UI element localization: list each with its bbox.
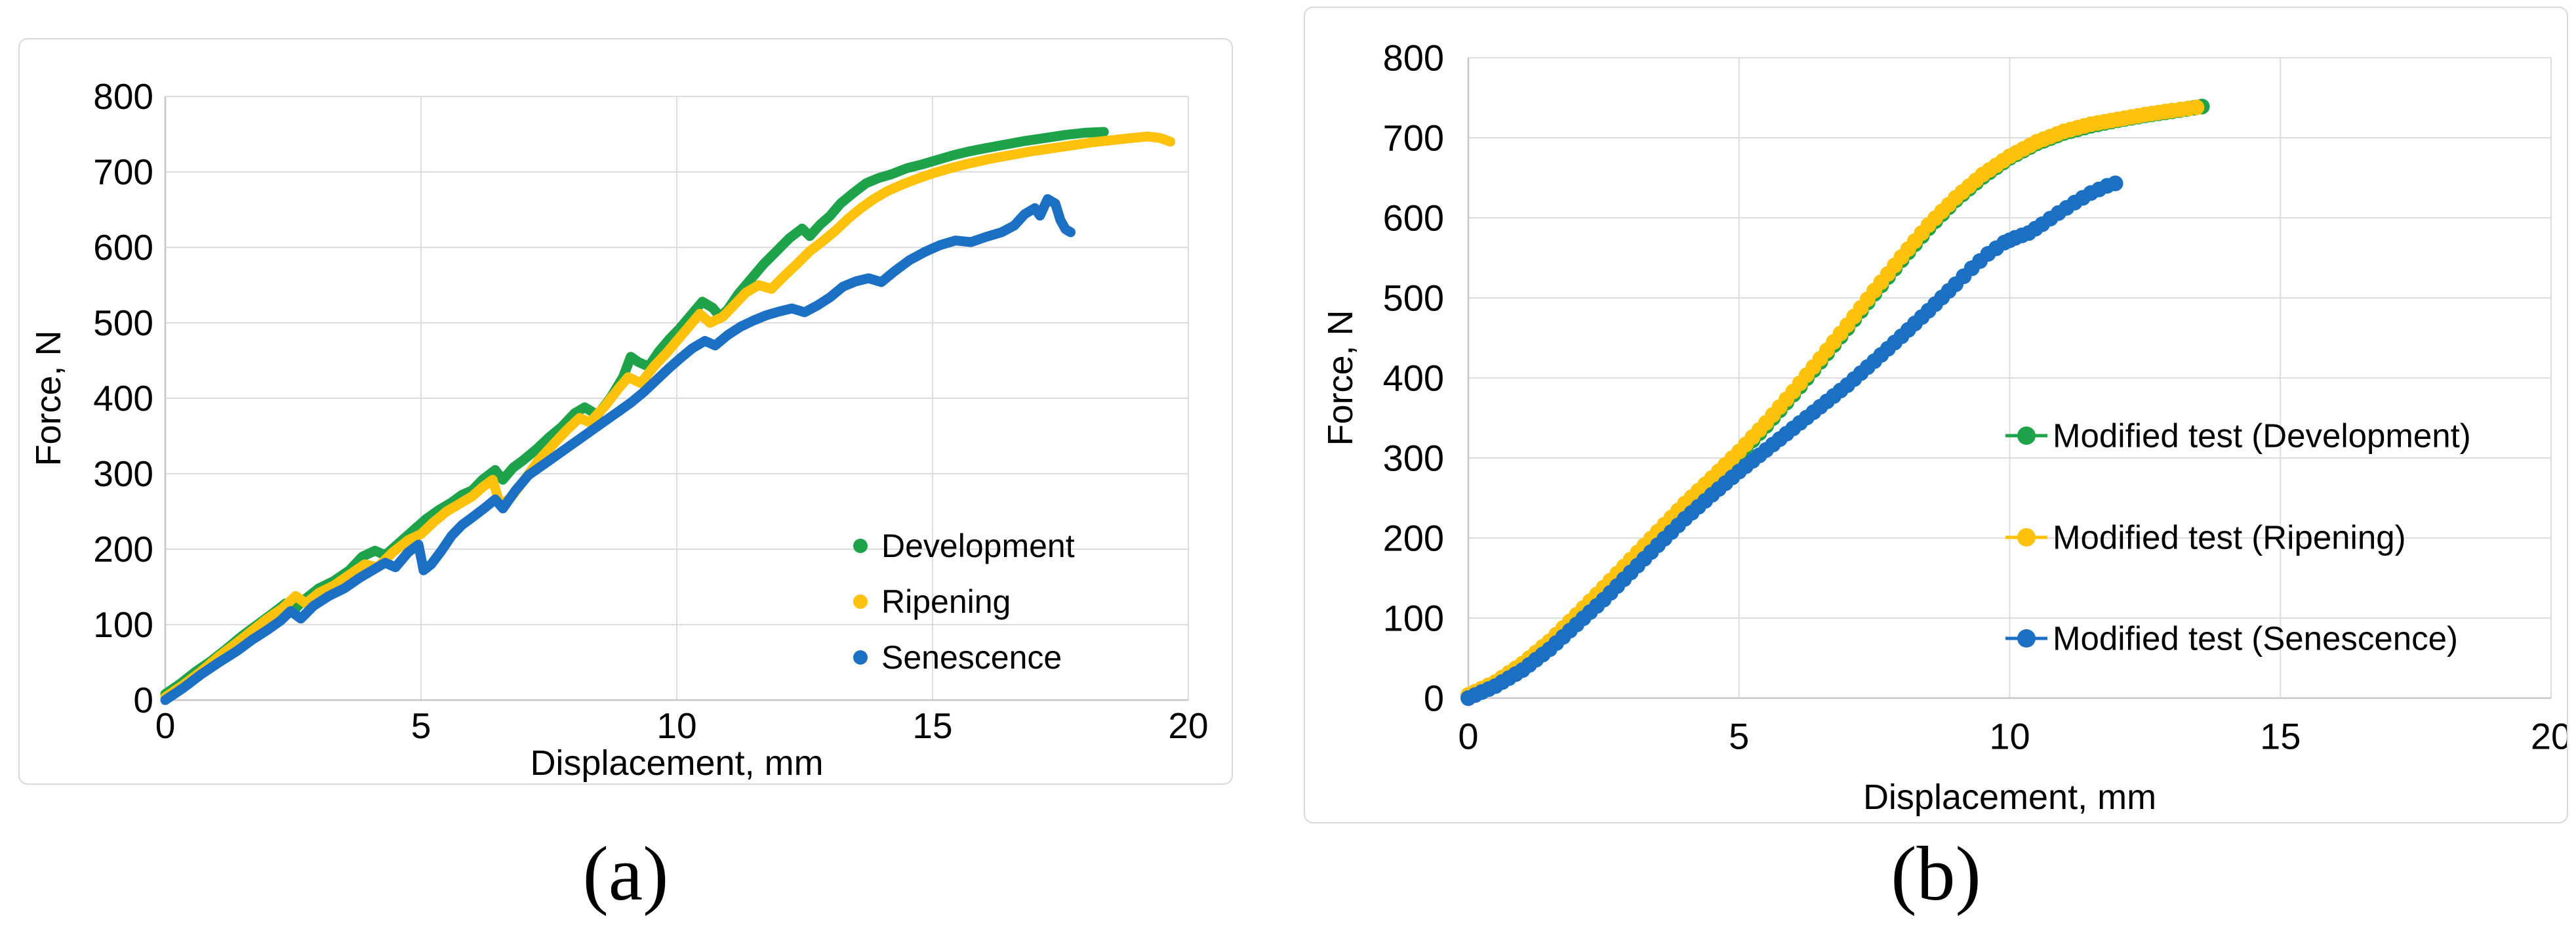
y-tick-label: 300 <box>93 453 153 494</box>
y-tick-label: 200 <box>93 529 153 570</box>
x-tick-label: 20 <box>1168 705 1208 746</box>
gridlines <box>165 96 1189 700</box>
y-tick-label: 400 <box>93 378 153 419</box>
legend-item-ripening_yellow: Ripening <box>853 583 1011 620</box>
x-tick-label: 10 <box>656 705 696 746</box>
y-tick-label: 600 <box>93 227 153 268</box>
y-tick-label: 100 <box>93 604 153 645</box>
y-tick-label: 600 <box>1383 197 1444 239</box>
legend: Development Ripening Senescence <box>853 528 1075 676</box>
y-tick-label: 300 <box>1383 438 1444 479</box>
legend-label: Modified test (Ripening) <box>2053 519 2406 556</box>
y-tick-label: 800 <box>1383 37 1444 79</box>
legend-item-development_green: Modified test (Development) <box>2005 417 2471 455</box>
x-tick-label: 0 <box>1458 716 1478 757</box>
y-tick-label: 500 <box>93 302 153 343</box>
x-tick-label: 15 <box>2260 716 2301 757</box>
legend-label: Ripening <box>881 583 1011 620</box>
y-tick-label: 500 <box>1383 278 1444 319</box>
y-tick-label: 0 <box>1424 678 1444 719</box>
caption-a: (a) <box>582 831 669 917</box>
x-tick-label: 0 <box>155 705 176 746</box>
y-tick-label: 700 <box>93 152 153 192</box>
y-axis-title: Force, N <box>1321 310 1360 446</box>
x-tick-label: 20 <box>2531 716 2567 757</box>
series-senescence_blue <box>160 194 1076 705</box>
chart-b-force-displacement-modified: 0 100 200 300 400 500 600 700 800 0 5 10 15 20 Displac… <box>1321 37 2567 818</box>
x-axis-title: Displacement, mm <box>1863 778 2156 817</box>
legend-marker-dot <box>2017 528 2036 547</box>
chart-panel-b: 0 100 200 300 400 500 600 700 800 0 5 10 15 20 Displac… <box>1304 7 2568 823</box>
y-tick-label: 100 <box>1383 598 1444 639</box>
x-tick-label: 5 <box>1729 716 1749 757</box>
data-point <box>2188 99 2205 115</box>
legend-item-development_green: Development <box>853 528 1075 564</box>
y-tick-label: 800 <box>93 76 153 117</box>
legend-label: Modified test (Senescence) <box>2053 620 2458 657</box>
x-tick-label: 5 <box>411 705 432 746</box>
legend-marker-dot <box>853 539 868 553</box>
legend-marker-dot <box>2017 426 2036 445</box>
y-tick-label: 400 <box>1383 358 1444 399</box>
y-tick-label: 700 <box>1383 117 1444 159</box>
legend-item-senescence_blue: Senescence <box>853 639 1062 676</box>
legend-item-senescence_blue: Modified test (Senescence) <box>2005 620 2458 657</box>
x-axis-title: Displacement, mm <box>530 743 823 783</box>
chart-panel-a: 0 100 200 300 400 500 600 700 800 0 5 10 15 20 Displac… <box>18 38 1233 785</box>
legend-item-ripening_yellow: Modified test (Ripening) <box>2005 519 2406 556</box>
legend-label: Modified test (Development) <box>2053 417 2471 455</box>
y-tick-label: 200 <box>1383 518 1444 559</box>
data-point <box>2107 175 2123 192</box>
legend-marker-dot <box>2017 629 2036 648</box>
chart-a-force-displacement: 0 100 200 300 400 500 600 700 800 0 5 10 15 20 Displac… <box>29 76 1209 783</box>
series-senescence_blue <box>1460 175 2123 706</box>
legend: Modified test (Development) Modified test… <box>2005 417 2471 657</box>
series-ripening_yellow <box>160 131 1176 702</box>
legend-marker-dot <box>853 650 868 665</box>
x-tick-label: 15 <box>912 705 952 746</box>
y-tick-label: 0 <box>133 680 153 720</box>
y-axis-title: Force, N <box>29 330 68 466</box>
x-tick-label: 10 <box>1989 716 2030 757</box>
legend-label: Senescence <box>881 639 1062 676</box>
caption-b: (b) <box>1891 831 1981 917</box>
legend-label: Development <box>881 528 1075 564</box>
legend-marker-dot <box>853 594 868 609</box>
